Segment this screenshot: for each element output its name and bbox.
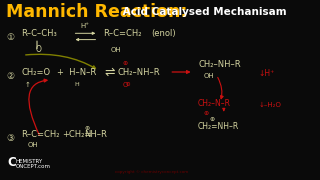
- Text: H: H: [74, 82, 79, 87]
- Text: ║: ║: [35, 41, 39, 49]
- FancyArrowPatch shape: [26, 54, 95, 69]
- Text: ↑: ↑: [25, 82, 31, 88]
- Text: ⊖: ⊖: [125, 82, 130, 87]
- Text: CH₂–NH–R: CH₂–NH–R: [198, 60, 241, 69]
- Text: R–C–CH₃: R–C–CH₃: [21, 29, 57, 38]
- Text: +  H–N–R: + H–N–R: [58, 68, 97, 76]
- Text: O: O: [36, 45, 42, 54]
- FancyArrowPatch shape: [218, 77, 223, 99]
- Text: NH–R: NH–R: [84, 130, 107, 139]
- Text: OH: OH: [203, 73, 214, 79]
- Text: ③: ③: [6, 134, 14, 143]
- Text: ONCEPT.com: ONCEPT.com: [16, 164, 51, 169]
- Text: C: C: [8, 156, 16, 169]
- Text: CH₂=O: CH₂=O: [21, 68, 50, 76]
- Text: R–C=CH₂: R–C=CH₂: [21, 130, 60, 139]
- Text: OH: OH: [110, 46, 121, 53]
- Text: ⊕: ⊕: [203, 111, 208, 116]
- Text: ①: ①: [6, 33, 14, 42]
- Text: ⊕: ⊕: [84, 126, 89, 131]
- Text: Acid Catalysed Mechanisam: Acid Catalysed Mechanisam: [119, 7, 287, 17]
- Text: ⊕: ⊕: [210, 117, 215, 122]
- FancyArrowPatch shape: [29, 79, 47, 135]
- Text: +CH₂=: +CH₂=: [62, 130, 92, 139]
- Text: CH₂=NH–R: CH₂=NH–R: [198, 122, 239, 131]
- Text: (enol): (enol): [151, 29, 176, 38]
- Text: HEMISTRY: HEMISTRY: [16, 159, 43, 164]
- Text: H⁺: H⁺: [80, 23, 89, 29]
- Text: CH₂–NH–R: CH₂–NH–R: [118, 68, 161, 76]
- Text: ⇌: ⇌: [104, 66, 115, 78]
- Text: copyright © chemistryconcept.com: copyright © chemistryconcept.com: [115, 170, 188, 174]
- Text: ↓–H₂O: ↓–H₂O: [259, 102, 281, 108]
- Text: OH: OH: [27, 142, 38, 148]
- Text: Mannich Reaction:: Mannich Reaction:: [6, 3, 188, 21]
- Text: ↓H⁺: ↓H⁺: [259, 69, 275, 78]
- Text: CH₂–N–R: CH₂–N–R: [198, 99, 231, 108]
- Text: R–C=CH₂: R–C=CH₂: [103, 29, 141, 38]
- Text: O: O: [123, 82, 128, 88]
- Text: ⊕: ⊕: [123, 60, 128, 66]
- Text: ②: ②: [6, 72, 14, 81]
